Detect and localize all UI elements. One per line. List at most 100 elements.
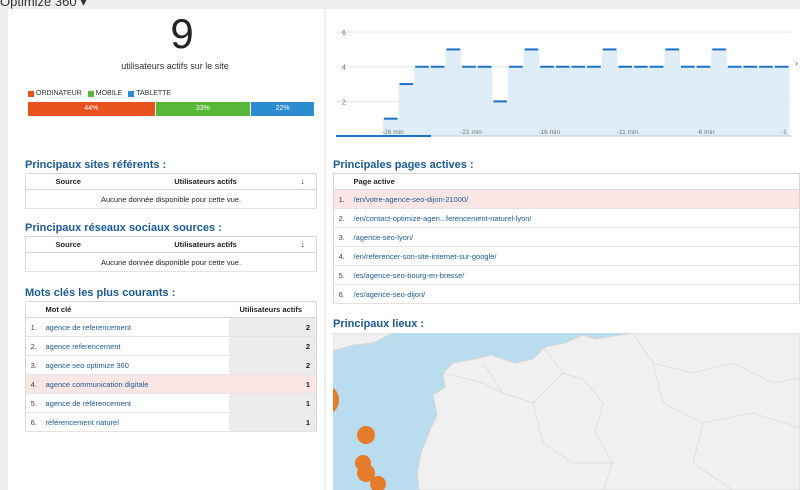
app-title-dropdown[interactable]: Optimize 360 ▾ <box>0 0 87 9</box>
table-row[interactable]: 1. agence de referencement 2 <box>25 317 317 337</box>
mobile-swatch <box>87 90 94 97</box>
table-header: Source Utilisateurs actifs ↓ <box>25 236 317 253</box>
chart-area-fill <box>336 49 790 136</box>
y-tick-label: 6 <box>342 30 346 37</box>
app-header: Optimize 360 ▾ <box>0 0 800 9</box>
map-land-coast <box>333 333 394 352</box>
page-link[interactable]: /en/referencer-son-site-internet-sur-goo… <box>349 246 800 266</box>
location-marker[interactable] <box>357 426 375 444</box>
social-title: Principaux réseaux sociaux sources : <box>25 222 222 234</box>
page-link[interactable]: /en/votre-agence-seo-dijon-21000/ <box>349 189 800 209</box>
page-link[interactable]: /es/agence-seo-bourg-en-bresse/ <box>349 265 800 285</box>
legend-tablet: TABLETTE <box>128 90 171 97</box>
x-tick-label: -16 min <box>538 129 560 136</box>
chevron-right-icon[interactable]: › <box>795 58 798 68</box>
col-active-users[interactable]: Utilisateurs actifs <box>110 173 301 190</box>
table-header: Page active <box>333 173 800 190</box>
col-source[interactable]: Source <box>25 173 111 190</box>
x-tick-label: -6 min <box>697 129 715 136</box>
active-users-label: utilisateurs actifs sur le site <box>121 61 229 71</box>
col-active-users[interactable]: Utilisateurs actifs <box>228 301 317 318</box>
pages-title: Principales pages actives : <box>333 159 474 171</box>
referrers-title: Principaux sites référents : <box>25 159 167 171</box>
table-row[interactable]: 5. agence de référencement 1 <box>25 393 317 413</box>
keyword-link[interactable]: agence seo optimize 360 <box>41 355 229 375</box>
locations-title: Principaux lieux : <box>333 318 425 330</box>
keyword-link[interactable]: agence de referencement <box>41 317 229 337</box>
tablet-swatch <box>128 90 135 97</box>
col-active-users[interactable]: Utilisateurs actifs <box>110 236 301 253</box>
page-link[interactable]: /en/contact-optimize-agen...ferencement-… <box>349 208 800 228</box>
map-land <box>416 333 800 490</box>
bar-segment-mobile: 33% <box>155 102 252 116</box>
empty-message: Aucune donnée disponible pour cette vue. <box>25 189 317 209</box>
x-tick-label: -1 <box>781 129 787 136</box>
location-marker[interactable] <box>370 476 386 490</box>
bar-segment-tablet: 22% <box>251 102 315 116</box>
device-split-bar: 44% 33% 22% <box>28 102 315 116</box>
app-title: Optimize 360 <box>0 0 77 9</box>
y-tick-label: 2 <box>342 99 346 106</box>
page-link[interactable]: /agence-seo-lyon/ <box>349 227 800 247</box>
table-row[interactable]: 6./es/agence-seo-dijon/ <box>333 284 800 304</box>
row-index: 6. <box>25 412 42 432</box>
empty-row: Aucune donnée disponible pour cette vue. <box>25 189 317 209</box>
active-users-value: 1 <box>228 374 317 394</box>
locations-map[interactable] <box>333 333 800 490</box>
sort-arrow-icon[interactable]: ↓ <box>300 236 317 253</box>
row-index: 4. <box>333 246 350 266</box>
col-source[interactable]: Source <box>25 236 111 253</box>
table-row[interactable]: 3. agence seo optimize 360 2 <box>25 355 317 375</box>
table-row[interactable]: 1./en/votre-agence-seo-dijon-21000/ <box>333 189 800 209</box>
keywords-table: Mot clé Utilisateurs actifs 1. agence de … <box>25 301 317 432</box>
row-index: 3. <box>333 227 350 247</box>
keyword-link[interactable]: référencement naturel <box>41 412 229 432</box>
map-borders <box>442 333 800 490</box>
active-users-value: 1 <box>228 412 317 432</box>
y-tick-label: 4 <box>342 65 346 72</box>
table-row[interactable]: 4./en/referencer-son-site-internet-sur-g… <box>333 246 800 266</box>
table-row[interactable]: 6. référencement naturel 1 <box>25 412 317 432</box>
active-users-count: 9 <box>170 10 194 57</box>
location-marker[interactable] <box>333 384 339 416</box>
active-users-value: 2 <box>228 336 317 356</box>
row-index: 5. <box>25 393 42 413</box>
col-page[interactable]: Page active <box>349 173 800 190</box>
keyword-link[interactable]: agence de référencement <box>41 393 229 413</box>
page-link[interactable]: /es/agence-seo-dijon/ <box>349 284 800 304</box>
pageviews-chart: 6 4 2 -26 min -21 min -16 min -11 min -6 min -1… <box>336 30 798 137</box>
keyword-link[interactable]: agence communication digitale <box>41 374 229 394</box>
pages-table: Page active 1./en/votre-agence-seo-dijon… <box>333 173 800 304</box>
row-index: 1. <box>333 189 350 209</box>
active-users-value: 2 <box>228 317 317 337</box>
empty-row: Aucune donnée disponible pour cette vue. <box>25 252 317 272</box>
legend-desktop: ORDINATEUR <box>28 90 82 97</box>
empty-message: Aucune donnée disponible pour cette vue. <box>25 252 317 272</box>
keyword-link[interactable]: agence referencement <box>41 336 229 356</box>
x-tick-label: -21 min <box>460 129 482 136</box>
col-index <box>333 173 350 190</box>
x-tick-label: -11 min <box>617 129 639 136</box>
row-index: 5. <box>333 265 350 285</box>
chevron-down-icon: ▾ <box>80 0 87 9</box>
row-index: 2. <box>25 336 42 356</box>
table-header: Mot clé Utilisateurs actifs <box>25 301 317 318</box>
keywords-title: Mots clés les plus courants : <box>25 287 176 299</box>
row-index: 1. <box>25 317 42 337</box>
social-table: Source Utilisateurs actifs ↓ Aucune donn… <box>25 236 317 272</box>
table-row[interactable]: 5./es/agence-seo-bourg-en-bresse/ <box>333 265 800 285</box>
x-tick-label: -26 min <box>382 129 404 136</box>
table-header: Source Utilisateurs actifs ↓ <box>25 173 317 190</box>
sort-arrow-icon[interactable]: ↓ <box>300 173 317 190</box>
desktop-swatch <box>28 90 34 97</box>
table-row[interactable]: 3./agence-seo-lyon/ <box>333 227 800 247</box>
col-keyword[interactable]: Mot clé <box>41 301 229 318</box>
table-row[interactable]: 2./en/contact-optimize-agen...ferencemen… <box>333 208 800 228</box>
device-legend: ORDINATEUR MOBILE TABLETTE <box>28 90 171 97</box>
legend-mobile-label: MOBILE <box>95 90 123 97</box>
bar-segment-desktop: 44% <box>28 102 156 116</box>
table-row[interactable]: 2. agence referencement 2 <box>25 336 317 356</box>
location-marker[interactable] <box>357 464 375 482</box>
row-index: 3. <box>25 355 42 375</box>
table-row[interactable]: 4. agence communication digitale 1 <box>25 374 317 394</box>
